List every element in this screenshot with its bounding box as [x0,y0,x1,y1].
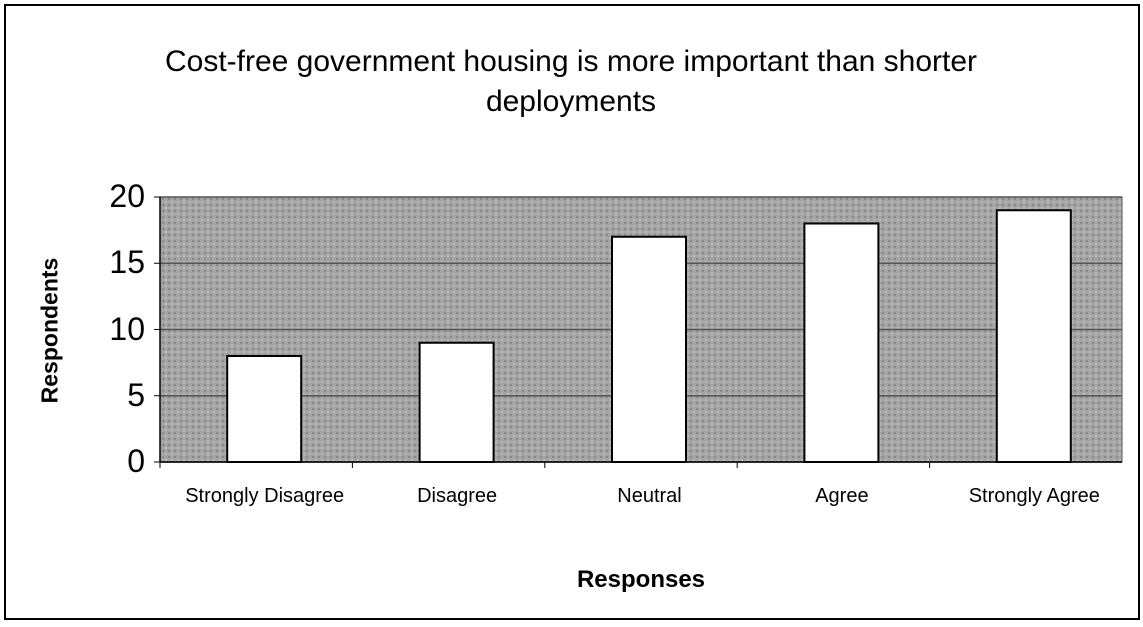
bar [803,222,880,463]
x-tick-label: Neutral [617,485,682,507]
bar [611,235,687,463]
y-tick-label: 20 [109,178,145,214]
bar [226,355,303,463]
x-tick-label: Agree [815,485,869,507]
x-tick-label: Strongly Agree [968,485,1100,507]
bar [995,209,1072,463]
x-tick-label: Disagree [417,485,498,507]
y-axis-label: Respondents [36,257,63,404]
y-tick-label: 0 [127,443,145,479]
y-tick-label: 10 [109,310,145,347]
chart-title: Cost-free government housing is more imp… [164,45,978,118]
x-tick-label: Strongly Disagree [185,485,345,507]
y-tick-label: 15 [109,244,145,281]
y-tick-label: 5 [127,376,145,413]
x-axis-label: Responses [576,566,706,593]
bar [418,341,495,463]
